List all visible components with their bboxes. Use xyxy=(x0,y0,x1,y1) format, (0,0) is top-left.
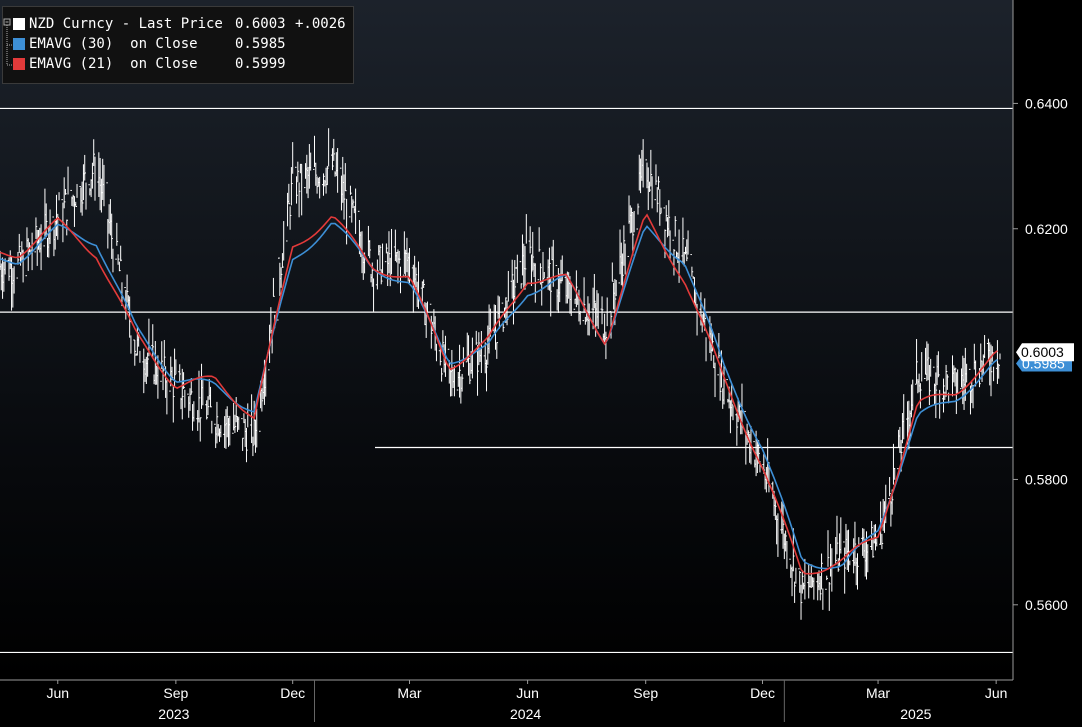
axes xyxy=(0,0,1014,681)
legend-value: 0.6003 xyxy=(235,16,286,32)
y-tick-label: 0.5800 xyxy=(1025,471,1068,487)
legend-tree-icon xyxy=(3,18,12,66)
x-tick-label: Sep xyxy=(633,685,658,701)
chart-legend: NZD Curncy - Last Price 0.6003 +.0026 EM… xyxy=(2,6,354,84)
x-tick-label: Mar xyxy=(397,685,421,701)
plot-background xyxy=(0,0,1013,680)
x-tick-label: Sep xyxy=(163,685,188,701)
y-tick-label: 0.6400 xyxy=(1025,95,1068,111)
last-price-marker xyxy=(1016,343,1074,362)
x-tick-label: Jun xyxy=(516,685,539,701)
ema-line xyxy=(0,222,998,570)
legend-label: EMAVG (30) on Close xyxy=(29,36,198,52)
y-tick-label: 0.6200 xyxy=(1025,221,1068,237)
legend-label: NZD Curncy - Last Price xyxy=(29,16,223,32)
ema-lines xyxy=(0,213,998,575)
x-year-label: 2025 xyxy=(900,706,931,722)
x-tick-label: Dec xyxy=(750,685,775,701)
x-year-label: 2024 xyxy=(510,706,541,722)
legend-swatch xyxy=(13,18,25,30)
legend-item-ema30: EMAVG (30) on Close 0.5985 xyxy=(13,35,286,53)
x-tick-label: Jun xyxy=(985,685,1008,701)
legend-item-last-price: NZD Curncy - Last Price 0.6003 +.0026 xyxy=(13,15,346,33)
legend-change: +.0026 xyxy=(295,16,346,32)
legend-value: 0.5985 xyxy=(235,36,286,52)
horizontal-levels xyxy=(0,107,1013,654)
x-tick-label: Dec xyxy=(280,685,305,701)
y-axis-ticks: 0.6400 0.6200 0.5800 0.5600 xyxy=(1013,95,1068,613)
legend-swatch xyxy=(13,38,25,50)
last-price-label: 0.6003 xyxy=(1021,344,1064,360)
x-tick-label: Jun xyxy=(46,685,69,701)
y-tick-label: 0.5600 xyxy=(1025,597,1068,613)
x-tick-label: Mar xyxy=(866,685,890,701)
legend-value: 0.5999 xyxy=(235,56,286,72)
legend-label: EMAVG (21) on Close xyxy=(29,56,198,72)
x-axis-ticks: Jun Sep Dec Mar Jun Sep Dec Mar Jun 2023 2024 2025 xyxy=(46,680,1007,722)
legend-swatch xyxy=(13,58,25,70)
x-year-label: 2023 xyxy=(158,706,189,722)
legend-item-ema21: EMAVG (21) on Close 0.5999 xyxy=(13,55,286,73)
ema-line xyxy=(0,213,998,575)
